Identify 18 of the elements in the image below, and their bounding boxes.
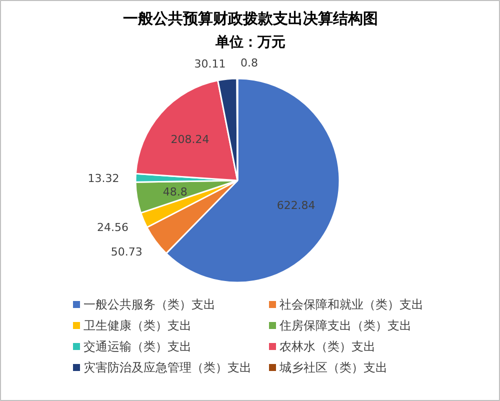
legend-label: 灾害防治及应急管理（类）支出: [84, 360, 252, 374]
data-label: 13.32: [88, 172, 120, 185]
legend-label: 交通运输（类）支出: [84, 340, 192, 354]
legend-label: 农林水（类）支出: [280, 340, 376, 354]
legend-label: 社会保障和就业（类）支出: [280, 298, 424, 312]
data-label: 0.8: [240, 56, 258, 70]
legend-label: 卫生健康（类）支出: [84, 318, 192, 332]
legend-label: 一般公共服务（类）支出: [84, 298, 216, 312]
legend-label: 城乡社区（类）支出: [278, 360, 388, 374]
chart-subtitle: 单位：万元: [214, 34, 286, 50]
chart-title: 一般公共预算财政拨款支出决算结构图: [123, 10, 378, 28]
data-label: 48.8: [162, 186, 188, 199]
data-label: 30.11: [194, 57, 226, 70]
data-label: 208.24: [170, 133, 210, 146]
legend-label: 住房保障支出（类）支出: [278, 318, 412, 332]
data-label: 622.84: [276, 198, 316, 212]
data-label: 50.73: [110, 245, 142, 258]
data-label: 24.56: [97, 221, 129, 234]
